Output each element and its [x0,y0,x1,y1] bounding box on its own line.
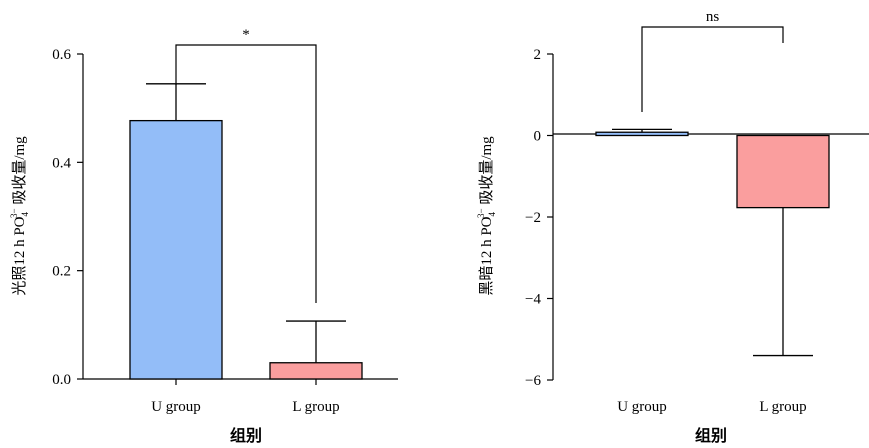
y-axis-label: 黑暗12 h PO43− 吸收量/mg [476,136,497,296]
bar-l-group [269,362,363,380]
significance-bracket [641,26,784,112]
y-axis-label-subscript: 4 [20,211,30,216]
y-tick-label: 0.6 [52,47,71,63]
chart-light-uptake: 0.0 0.2 0.4 0.6 U group L group * 组别 光照12 h … [9,27,398,445]
x-category-label: U group [617,399,667,415]
y-axis-label-subscript: 4 [487,211,497,216]
y-tick-label: −6 [525,373,541,389]
significance-label: ns [706,9,720,25]
y-axis-label: 光照12 h PO43− 吸收量/mg [9,136,30,296]
y-tick-label: 2 [534,47,542,63]
significance-bracket [175,44,317,303]
y-tick-label: 0.2 [52,264,71,280]
y-axis-label-superscript: 3− [9,208,19,218]
significance-label: * [242,27,250,43]
y-tick-label: 0 [534,129,542,145]
x-axis-label: 组别 [695,426,727,445]
bar-l-group [736,134,830,209]
x-category-label: L group [292,399,339,415]
y-tick-label: 0.4 [52,155,71,171]
y-tick-label: −2 [525,210,541,226]
y-tick-label: −4 [525,292,541,308]
x-category-label: L group [759,399,806,415]
bar-u-group [595,131,689,137]
chart-dark-uptake: −6 −4 −2 0 2 U group L group ns 组别 黑暗12 h PO4… [476,9,869,445]
y-tick-label: 0.0 [52,372,71,388]
y-axis-label-superscript: 3− [476,208,486,218]
x-category-label: U group [151,399,201,415]
x-axis-label: 组别 [230,426,262,445]
bar-u-group [129,119,223,380]
